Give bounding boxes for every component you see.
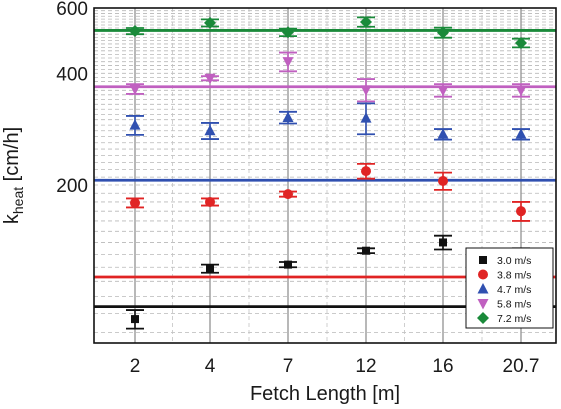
marker-square — [362, 246, 370, 255]
marker-circle — [283, 189, 293, 200]
legend: 3.0 m/s 3.8 m/s 4.7 m/s 5.8 m/s 7.2 m/s — [465, 247, 554, 329]
legend-label: 5.8 m/s — [497, 299, 531, 311]
marker-triangle-up — [515, 128, 527, 139]
marker-triangle-up — [204, 124, 216, 136]
marker-triangle-up — [437, 128, 449, 139]
marker-triangle-down — [437, 85, 449, 97]
x-tick-label: 16 — [432, 356, 453, 377]
legend-label: 3.0 m/s — [497, 255, 531, 267]
data-point — [512, 201, 530, 222]
y-axis-title: kheat [cm/h] — [1, 127, 26, 224]
marker-circle — [516, 206, 526, 217]
marker-diamond — [360, 16, 372, 29]
x-tick-label: 12 — [355, 356, 376, 377]
marker-diamond — [204, 16, 216, 29]
marker-triangle-down — [477, 299, 489, 310]
x-tick-label: 4 — [205, 356, 216, 377]
data-point — [126, 197, 144, 209]
data-point — [126, 83, 144, 95]
marker-circle — [438, 176, 448, 187]
marker-square — [206, 264, 214, 273]
marker-triangle-down — [129, 84, 141, 95]
plot-frame — [93, 7, 557, 344]
y-axis-title-main: k — [1, 213, 23, 224]
marker-circle — [130, 197, 140, 208]
marker-circle — [478, 269, 488, 280]
data-point — [434, 171, 452, 191]
legend-item: 3.0 m/s — [479, 255, 531, 267]
marker-diamond — [282, 26, 294, 39]
y-axis-title-unit: [cm/h] — [1, 127, 23, 187]
data-point — [434, 128, 452, 141]
marker-diamond — [437, 26, 449, 39]
marker-triangle-down — [515, 85, 527, 97]
marker-square — [439, 238, 447, 247]
marker-square — [479, 256, 487, 264]
marker-circle — [205, 196, 215, 207]
data-point — [357, 16, 375, 29]
data-point — [126, 309, 144, 330]
marker-circle — [361, 166, 371, 177]
series-group — [126, 102, 530, 141]
legend-label: 7.2 m/s — [497, 313, 531, 325]
data-point — [279, 26, 297, 39]
x-axis-title: Fetch Length [m] — [250, 383, 400, 405]
marker-square — [131, 315, 139, 324]
data-point — [126, 115, 144, 136]
data-point — [512, 36, 530, 49]
y-tick-labels: 200 400 600 — [56, 0, 88, 197]
marker-diamond — [129, 25, 141, 38]
x-tick-label: 7 — [283, 356, 294, 377]
marker-triangle-down — [282, 57, 294, 68]
data-point — [201, 196, 219, 207]
data-point — [434, 26, 452, 39]
data-point — [357, 246, 375, 255]
legend-item: 3.8 m/s — [478, 269, 531, 282]
marker-diamond — [515, 36, 527, 49]
data-point — [357, 162, 375, 180]
marker-triangle-down — [204, 73, 216, 85]
data-point — [201, 263, 219, 274]
data-point — [201, 73, 219, 85]
series-group — [126, 162, 530, 222]
x-tick-label: 2 — [130, 356, 141, 377]
data-point — [357, 78, 375, 103]
series-group — [126, 51, 530, 103]
x-tick-label: 20.7 — [503, 356, 540, 377]
marker-diamond — [477, 312, 489, 324]
y-axis-title-subscript: heat — [10, 187, 26, 214]
marker-triangle-down — [360, 85, 372, 96]
data-point — [279, 260, 297, 269]
marker-triangle-up — [282, 111, 294, 123]
series-group — [126, 16, 530, 49]
data-point — [512, 128, 530, 141]
legend-item: 7.2 m/s — [477, 312, 531, 325]
legend-item: 5.8 m/s — [477, 299, 531, 311]
legend-label: 3.8 m/s — [497, 270, 531, 282]
data-point — [357, 102, 375, 136]
grid — [94, 7, 556, 343]
data-point — [201, 122, 219, 140]
data-point — [279, 189, 297, 200]
data-point — [201, 16, 219, 29]
x-tick-labels: 2 4 7 12 16 20.7 — [130, 356, 540, 377]
y-tick-label: 400 — [56, 64, 88, 85]
marker-square — [284, 260, 292, 269]
data-point — [434, 234, 452, 251]
y-tick-label: 600 — [56, 0, 88, 20]
legend-item: 4.7 m/s — [477, 283, 531, 296]
data-point — [126, 25, 144, 38]
marker-triangle-up — [129, 119, 141, 130]
marker-triangle-up — [477, 283, 489, 294]
data-point — [279, 51, 297, 73]
data-point — [279, 110, 297, 125]
data-points — [126, 16, 530, 330]
marker-triangle-up — [360, 112, 372, 123]
y-tick-label: 200 — [56, 176, 88, 197]
data-point — [434, 83, 452, 98]
data-point — [512, 83, 530, 98]
legend-label: 4.7 m/s — [497, 284, 531, 296]
